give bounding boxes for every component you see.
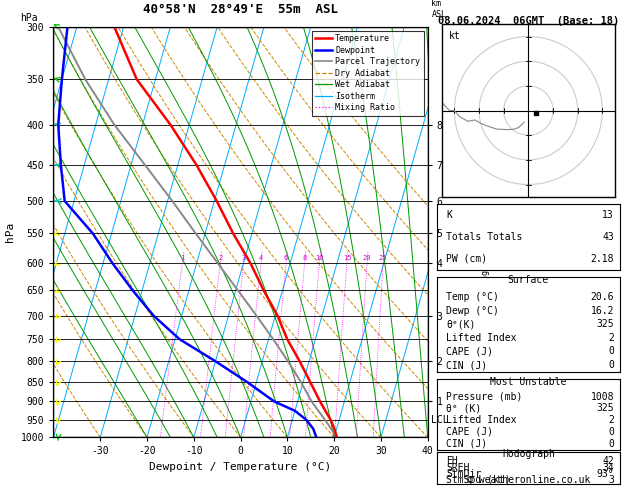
Text: CAPE (J): CAPE (J) [447,427,493,437]
Text: 25: 25 [379,255,387,261]
Text: 15: 15 [343,255,351,261]
X-axis label: Dewpoint / Temperature (°C): Dewpoint / Temperature (°C) [150,462,331,472]
Text: Temp (°C): Temp (°C) [447,292,499,302]
Text: © weatheronline.co.uk: © weatheronline.co.uk [467,475,590,485]
Text: 16.2: 16.2 [591,306,614,316]
Text: K: K [447,210,452,220]
Text: 93°: 93° [596,469,614,479]
Text: PW (cm): PW (cm) [447,254,487,264]
Text: Lifted Index: Lifted Index [447,333,517,343]
Text: 1008: 1008 [591,392,614,402]
Text: 2: 2 [608,333,614,343]
Text: 0: 0 [608,439,614,449]
Text: 0: 0 [608,427,614,437]
Text: 0: 0 [608,360,614,370]
Text: 1: 1 [181,255,184,261]
Text: kt: kt [449,31,461,41]
Text: 325: 325 [596,403,614,414]
Text: CAPE (J): CAPE (J) [447,347,493,357]
Text: Hodograph: Hodograph [502,449,555,459]
Text: Mixing Ratio (g/kg): Mixing Ratio (g/kg) [481,205,490,300]
Text: 2.18: 2.18 [591,254,614,264]
Text: Totals Totals: Totals Totals [447,232,523,242]
Text: StmSpd (kt): StmSpd (kt) [447,475,511,486]
Text: EH: EH [447,456,458,467]
Text: 40°58'N  28°49'E  55m  ASL: 40°58'N 28°49'E 55m ASL [143,3,338,17]
Text: LCL: LCL [431,415,449,425]
Text: 0: 0 [608,347,614,357]
Text: 6: 6 [284,255,288,261]
Legend: Temperature, Dewpoint, Parcel Trajectory, Dry Adiabat, Wet Adiabat, Isotherm, Mi: Temperature, Dewpoint, Parcel Trajectory… [312,31,423,116]
Text: 34: 34 [603,463,614,473]
Text: 325: 325 [596,319,614,330]
Text: 20.6: 20.6 [591,292,614,302]
Text: SREH: SREH [447,463,470,473]
Text: Pressure (mb): Pressure (mb) [447,392,523,402]
Text: Lifted Index: Lifted Index [447,415,517,425]
Text: StmDir: StmDir [447,469,482,479]
Text: hPa: hPa [19,13,37,23]
Text: 20: 20 [363,255,371,261]
Text: 10: 10 [315,255,323,261]
Text: CIN (J): CIN (J) [447,439,487,449]
Text: 42: 42 [603,456,614,467]
Text: 2: 2 [218,255,223,261]
Text: 13: 13 [603,210,614,220]
Text: km
ASL: km ASL [431,0,447,18]
Text: Dewp (°C): Dewp (°C) [447,306,499,316]
Text: 8: 8 [303,255,307,261]
Text: θᵉ(K): θᵉ(K) [447,319,476,330]
Text: 4: 4 [259,255,263,261]
Y-axis label: hPa: hPa [6,222,15,242]
Text: 2: 2 [608,415,614,425]
Text: θᵉ (K): θᵉ (K) [447,403,482,414]
Text: 43: 43 [603,232,614,242]
Text: Most Unstable: Most Unstable [490,377,567,387]
Text: CIN (J): CIN (J) [447,360,487,370]
Text: Surface: Surface [508,276,549,285]
Text: 3: 3 [608,475,614,486]
Text: 08.06.2024  06GMT  (Base: 18): 08.06.2024 06GMT (Base: 18) [438,16,619,26]
Text: 3: 3 [242,255,246,261]
